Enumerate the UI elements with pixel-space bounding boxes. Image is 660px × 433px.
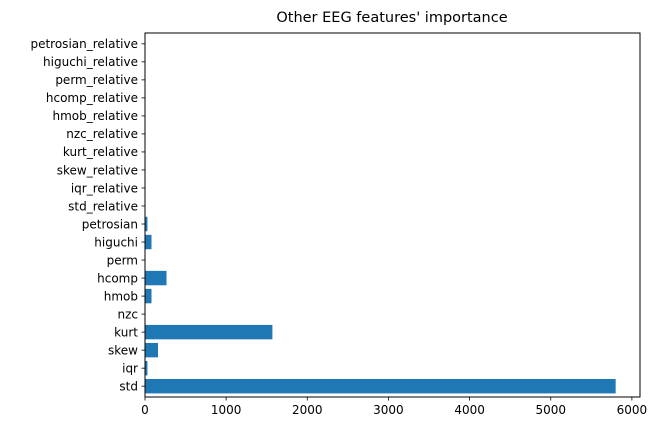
y-tick-label: hmob — [104, 289, 138, 303]
x-tick-label: 3000 — [373, 403, 404, 417]
y-tick-label: perm_relative — [55, 73, 138, 87]
bar-petrosian — [145, 216, 148, 232]
y-axis: std iqr skew kurt nzc hmob hcomp perm higuchi pet… — [30, 37, 145, 393]
bar-kurt — [145, 324, 273, 340]
bar-higuchi — [145, 234, 152, 250]
bar-skew — [145, 342, 158, 358]
y-tick-label: perm — [107, 253, 138, 267]
x-axis: 0 1000 2000 3000 4000 5000 6000 — [141, 397, 647, 417]
y-tick-label: hcomp_relative — [46, 91, 138, 105]
y-tick-label: petrosian_relative — [30, 37, 138, 51]
chart-title: Other EEG features' importance — [276, 10, 507, 26]
plot-frame — [144, 32, 641, 398]
y-tick-label: skew — [108, 343, 138, 357]
x-tick-label: 1000 — [211, 403, 242, 417]
x-tick-label: 2000 — [292, 403, 323, 417]
bar-iqr — [145, 360, 148, 376]
y-tick-label: hmob_relative — [52, 109, 138, 123]
x-tick-label: 4000 — [454, 403, 485, 417]
y-tick-label: std — [119, 379, 138, 393]
y-tick-label: iqr — [122, 361, 138, 375]
bar-std — [145, 378, 616, 394]
y-tick-label: petrosian — [82, 217, 138, 231]
y-tick-label: kurt — [114, 325, 138, 339]
y-tick-label: higuchi — [94, 235, 138, 249]
bars-group — [145, 216, 616, 394]
x-tick-label: 0 — [141, 403, 149, 417]
x-tick-label: 6000 — [617, 403, 648, 417]
y-tick-label: iqr_relative — [71, 181, 138, 195]
y-tick-label: nzc — [117, 307, 138, 321]
y-tick-label: std_relative — [68, 199, 138, 213]
x-tick-label: 5000 — [535, 403, 566, 417]
y-tick-label: nzc_relative — [66, 127, 138, 141]
bar-hcomp — [145, 270, 167, 286]
y-tick-label: kurt_relative — [63, 145, 138, 159]
y-tick-label: higuchi_relative — [43, 55, 138, 69]
y-tick-label: skew_relative — [57, 163, 138, 177]
y-tick-label: hcomp — [97, 271, 138, 285]
bar-hmob — [145, 288, 152, 304]
